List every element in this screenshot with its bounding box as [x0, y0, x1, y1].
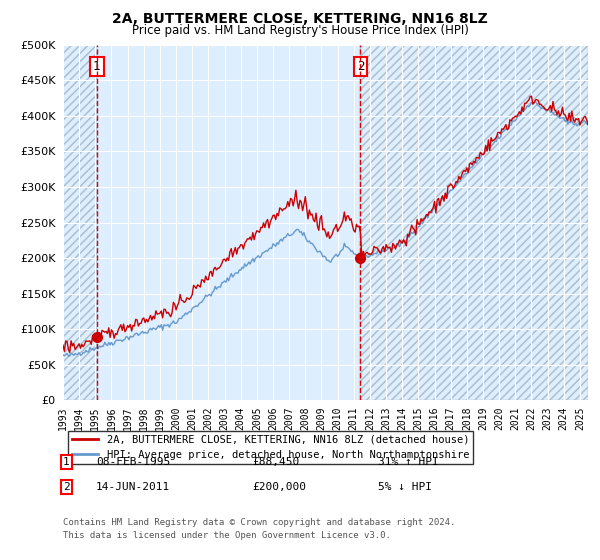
Text: £200,000: £200,000 — [252, 482, 306, 492]
Legend: 2A, BUTTERMERE CLOSE, KETTERING, NN16 8LZ (detached house), HPI: Average price, : 2A, BUTTERMERE CLOSE, KETTERING, NN16 8L… — [68, 431, 473, 464]
Text: 2A, BUTTERMERE CLOSE, KETTERING, NN16 8LZ: 2A, BUTTERMERE CLOSE, KETTERING, NN16 8L… — [112, 12, 488, 26]
Text: 31% ↑ HPI: 31% ↑ HPI — [378, 457, 439, 467]
Text: Price paid vs. HM Land Registry's House Price Index (HPI): Price paid vs. HM Land Registry's House … — [131, 24, 469, 37]
Text: 1: 1 — [93, 59, 100, 73]
Text: 1: 1 — [63, 457, 70, 467]
Text: 5% ↓ HPI: 5% ↓ HPI — [378, 482, 432, 492]
Text: 2: 2 — [63, 482, 70, 492]
Text: 2: 2 — [357, 59, 364, 73]
Text: Contains HM Land Registry data © Crown copyright and database right 2024.: Contains HM Land Registry data © Crown c… — [63, 519, 455, 528]
Text: £88,450: £88,450 — [252, 457, 299, 467]
Text: 14-JUN-2011: 14-JUN-2011 — [96, 482, 170, 492]
Text: 08-FEB-1995: 08-FEB-1995 — [96, 457, 170, 467]
Text: This data is licensed under the Open Government Licence v3.0.: This data is licensed under the Open Gov… — [63, 531, 391, 540]
